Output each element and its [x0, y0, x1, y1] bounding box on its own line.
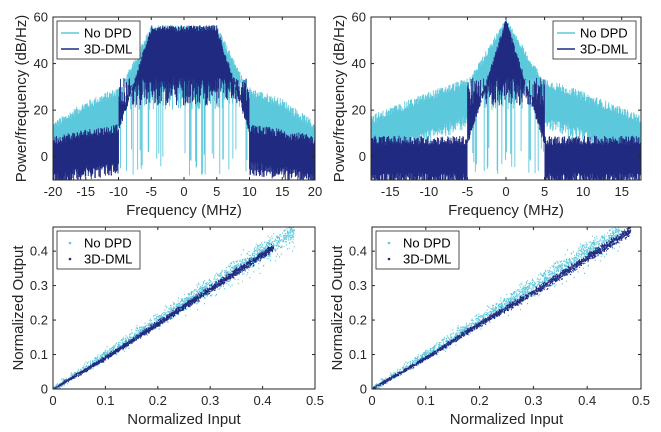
data-point [478, 322, 481, 325]
series-dml-points [53, 243, 274, 389]
y-axis-label: Normalized Output [10, 245, 27, 371]
y-axis-label: Normalized Output [329, 245, 346, 371]
am-am-plot-3: 0 0.1 0.2 0.3 0.4 0.500.10.20.30.4Normalized … [10, 226, 324, 428]
x-tick-label: -10 [109, 184, 128, 199]
y-tick-label: 0 [360, 382, 367, 397]
axes-frame-2 [52, 226, 316, 390]
series-no-dpd-trace [371, 19, 641, 174]
x-tick-label: -15 [76, 184, 95, 199]
data-point [586, 257, 589, 260]
data-point [586, 250, 589, 253]
x-tick-label: 0 [180, 184, 187, 199]
x-tick-label: 0 [502, 184, 509, 199]
y-tick-label: 0.4 [349, 244, 367, 259]
legend-label-dml: 3D-DML [84, 252, 132, 267]
x-tick-label: 0.1 [96, 393, 114, 408]
x-tick-label: 0.4 [578, 393, 596, 408]
y-tick-label: 60 [352, 10, 366, 25]
y-tick-label: 0.1 [30, 347, 48, 362]
y-tick-label: 0.2 [30, 313, 48, 328]
legend-label-no-dpd: No DPD [403, 236, 451, 251]
y-tick-label: 0.3 [349, 278, 367, 293]
legend-marker-no-dpd [68, 241, 72, 245]
legend-marker-no-dpd [387, 241, 391, 245]
data-point [424, 353, 427, 356]
am-am-plot-4: 0 0.1 0.2 0.3 0.4 0.500.10.20.30.4Normalized … [329, 226, 650, 428]
x-tick-label: 10 [576, 184, 590, 199]
spectrum-plot-2: -15 -10 -5 0 5 10 15 0 20 40 60 Frequency (MHz) Powe… [331, 10, 642, 219]
data-point [104, 353, 107, 356]
y-tick-label: 0 [359, 149, 366, 164]
legend-marker-dml [387, 257, 391, 261]
legend-box [56, 20, 141, 60]
data-point [293, 229, 296, 232]
y-tick-label: 0.3 [30, 278, 48, 293]
legend-label-dml: 3D-DML [84, 42, 132, 57]
x-tick-label: 0.3 [201, 393, 219, 408]
data-point [209, 288, 212, 291]
x-axis-label: Frequency (MHz) [126, 202, 242, 219]
legend-marker-dml [68, 257, 72, 261]
y-tick-label: 20 [34, 103, 48, 118]
x-tick-label: 0.2 [149, 393, 167, 408]
data-point [424, 356, 427, 359]
legend-box [56, 230, 141, 270]
spectrum-plot-1: -20 -15 -10 -5 0 5 10 15 20 0 20 40 60 Frequency (MHz… [13, 10, 322, 220]
x-tick-label: 5 [213, 184, 220, 199]
data-point [156, 322, 159, 325]
y-tick-label: 40 [352, 56, 366, 71]
x-tick-label: 0.5 [632, 393, 650, 408]
x-tick-label: -5 [145, 184, 157, 199]
legend-label-no-dpd: No DPD [580, 26, 628, 41]
x-tick-label: -15 [381, 184, 400, 199]
data-point [532, 284, 535, 287]
legend-label-no-dpd: No DPD [84, 26, 132, 41]
data-point [618, 229, 621, 232]
x-tick-label: 0 [49, 393, 56, 408]
data-point [478, 319, 481, 322]
data-point [272, 246, 275, 249]
x-tick-label: 5 [541, 184, 548, 199]
y-axis-label: Power/frequency (dB/Hz) [331, 15, 348, 183]
series-dml-points [372, 227, 632, 389]
series-dml-trace [53, 25, 315, 180]
series-dml-trace [371, 20, 641, 180]
y-tick-label: 0.1 [349, 347, 367, 362]
legend-label-no-dpd: No DPD [84, 236, 132, 251]
data-point [104, 356, 107, 359]
axes-frame-3 [371, 226, 642, 390]
x-axis-label: Normalized Input [450, 411, 564, 428]
x-tick-label: -10 [419, 184, 438, 199]
x-tick-label: -5 [462, 184, 474, 199]
x-tick-label: 0.5 [306, 393, 324, 408]
x-tick-label: 10 [242, 184, 256, 199]
y-tick-label: 60 [34, 10, 48, 25]
y-tick-label: 0.2 [349, 313, 367, 328]
y-tick-label: 0 [41, 149, 48, 164]
x-axis-label: Frequency (MHz) [448, 202, 564, 219]
y-tick-label: 20 [352, 103, 366, 118]
x-tick-label: -20 [44, 184, 63, 199]
x-tick-label: 20 [308, 184, 322, 199]
legend-box [375, 230, 460, 270]
x-tick-label: 0 [368, 393, 375, 408]
x-tick-label: 15 [275, 184, 289, 199]
x-tick-label: 0.4 [254, 393, 272, 408]
x-tick-label: 15 [614, 184, 628, 199]
y-tick-label: 0.4 [30, 244, 48, 259]
legend-label-dml: 3D-DML [403, 252, 451, 267]
data-point [629, 229, 632, 232]
legend-box [552, 20, 637, 60]
y-tick-label: 40 [34, 56, 48, 71]
x-tick-label: 0.3 [524, 393, 542, 408]
x-tick-label: 0.2 [471, 393, 489, 408]
data-point [532, 291, 535, 294]
x-axis-label: Normalized Input [127, 411, 241, 428]
y-tick-label: 0 [41, 382, 48, 397]
x-tick-label: 0.1 [417, 393, 435, 408]
y-axis-label: Power/frequency (dB/Hz) [13, 15, 30, 183]
legend-label-dml: 3D-DML [580, 42, 628, 57]
